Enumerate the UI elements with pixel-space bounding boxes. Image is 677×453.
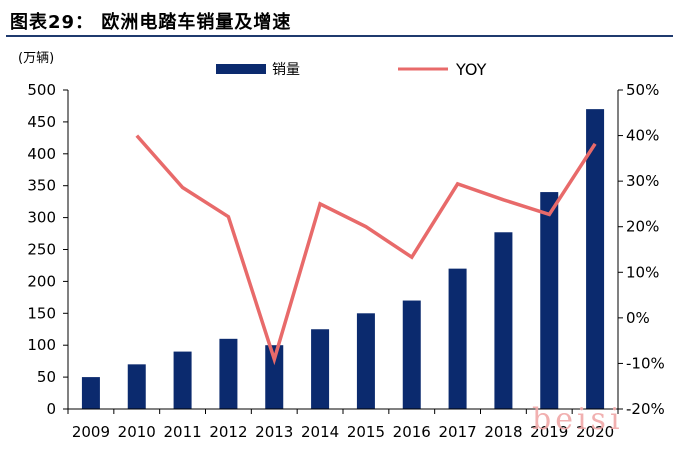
- figure-header: 图表29： 欧洲电踏车销量及增速: [0, 0, 677, 37]
- y-left-tick-label: 50: [37, 368, 56, 386]
- bar-2018: [494, 232, 513, 409]
- x-tick-label: 2013: [255, 423, 293, 441]
- bar-2009: [81, 377, 100, 409]
- legend-swatch-sales: [216, 64, 266, 74]
- legend-label-yoy: YOY: [455, 60, 487, 79]
- x-tick-label: 2017: [438, 423, 476, 441]
- y-right-tick-label: 30%: [626, 172, 659, 190]
- y-left-tick-label: 400: [27, 145, 56, 163]
- bar-2017: [448, 268, 467, 409]
- y-left-tick-label: 100: [27, 336, 56, 354]
- x-tick-label: 2011: [163, 423, 201, 441]
- bar-2012: [219, 338, 238, 409]
- y-left-tick-label: 300: [27, 209, 56, 227]
- y-left-tick-label: 500: [27, 81, 56, 99]
- y-left-tick-label: 350: [27, 177, 56, 195]
- x-tick-label: 2012: [209, 423, 247, 441]
- y-left-tick-label: 250: [27, 241, 56, 259]
- y-left-tick-label: 450: [27, 113, 56, 131]
- y-left-tick-label: 150: [27, 304, 56, 322]
- x-tick-label: 2010: [118, 423, 156, 441]
- bar-2014: [311, 329, 330, 409]
- x-tick-label: 2020: [576, 423, 614, 441]
- y-right-tick-label: -20%: [626, 400, 665, 418]
- y-right-tick-label: -10%: [626, 354, 665, 372]
- bar-2015: [356, 313, 375, 409]
- x-tick-label: 2018: [484, 423, 522, 441]
- x-tick-label: 2009: [72, 423, 110, 441]
- chart: (万辆) 销量 YOY 0 50 100 150 200 250 300 350 400 450 500 -…: [18, 51, 665, 441]
- bar-2013: [265, 345, 284, 409]
- bar-2019: [540, 192, 559, 409]
- figure-title: 图表29： 欧洲电踏车销量及增速: [10, 12, 292, 33]
- y-right-tick-label: 50%: [626, 81, 659, 99]
- y-right-tick-label: 20%: [626, 218, 659, 236]
- bar-2016: [402, 300, 421, 409]
- y-right-tick-label: 40%: [626, 127, 659, 145]
- x-tick-label: 2019: [530, 423, 568, 441]
- y-right-tick-label: 10%: [626, 263, 659, 281]
- x-tick-label: 2014: [301, 423, 339, 441]
- x-tick-label: 2016: [393, 423, 431, 441]
- x-tick-label: 2015: [347, 423, 385, 441]
- y-right-tick-label: 0%: [626, 309, 650, 327]
- y-left-tick-label: 0: [46, 400, 56, 418]
- y-left-axis-label: (万辆): [18, 51, 54, 66]
- legend-label-sales: 销量: [272, 62, 300, 78]
- bar-2020: [586, 109, 605, 409]
- title-divider: [6, 35, 673, 37]
- watermark-text: beisi: [532, 402, 624, 437]
- bar-2010: [127, 364, 146, 409]
- y-left-tick-label: 200: [27, 272, 56, 290]
- bar-2011: [173, 351, 192, 409]
